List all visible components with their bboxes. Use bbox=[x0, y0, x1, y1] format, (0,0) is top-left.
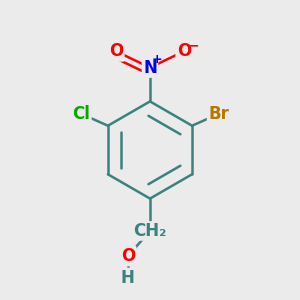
Text: H: H bbox=[121, 269, 135, 287]
Text: O: O bbox=[177, 42, 191, 60]
Text: +: + bbox=[151, 53, 162, 66]
Text: O: O bbox=[109, 42, 123, 60]
Text: CH₂: CH₂ bbox=[133, 222, 167, 240]
Text: Cl: Cl bbox=[73, 105, 90, 123]
Text: −: − bbox=[188, 38, 199, 52]
Text: N: N bbox=[143, 58, 157, 76]
Text: Br: Br bbox=[208, 105, 229, 123]
Text: O: O bbox=[121, 247, 135, 265]
